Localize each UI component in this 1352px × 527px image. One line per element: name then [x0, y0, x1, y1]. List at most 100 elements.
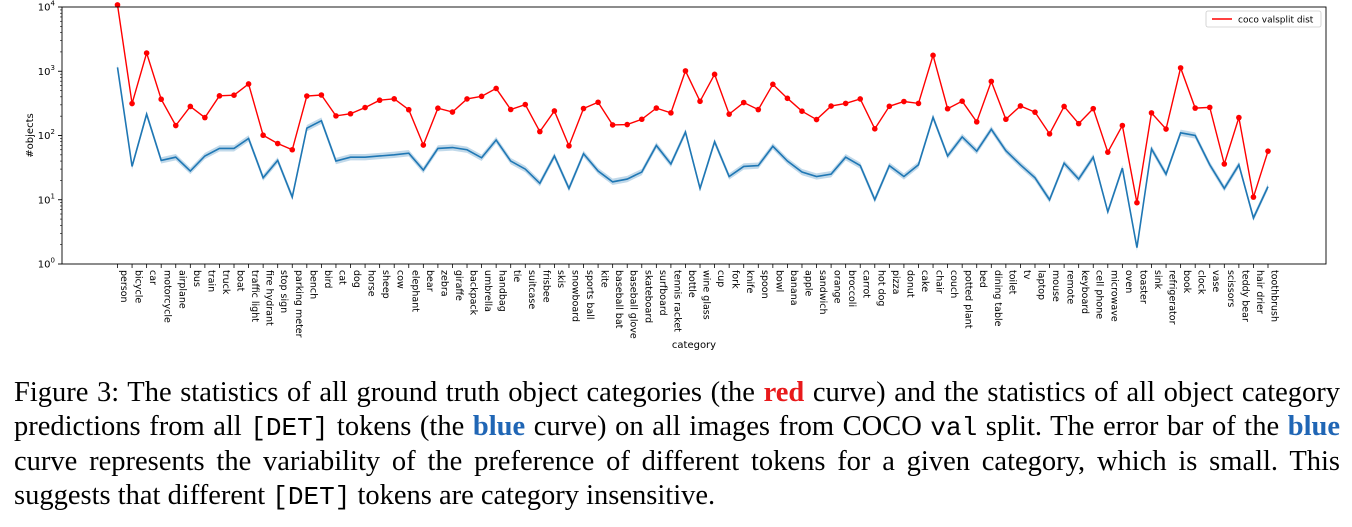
- blue-series-line: [116, 67, 1269, 248]
- x-tick-label: tie: [511, 270, 522, 282]
- x-tick-label: spoon: [759, 270, 770, 299]
- red-series-line: [116, 4, 1269, 203]
- x-tick-label: sports ball: [584, 270, 595, 320]
- red-data-point: [143, 50, 150, 56]
- x-tick-label: laptop: [1035, 270, 1046, 300]
- red-data-point: [449, 109, 456, 115]
- red-data-point: [274, 140, 281, 147]
- red-data-point: [245, 81, 252, 87]
- x-tick-label: cow: [395, 270, 406, 289]
- x-tick-label: backpack: [468, 270, 479, 316]
- x-tick-label: chair: [934, 270, 945, 294]
- x-tick-label: donut: [904, 270, 915, 298]
- y-tick-label: 104: [38, 0, 56, 14]
- x-tick-label: cake: [919, 270, 930, 292]
- x-axis-label: category: [672, 340, 716, 351]
- red-data-point: [478, 93, 485, 100]
- red-data-point: [1163, 126, 1169, 132]
- y-tick-label: 101: [38, 192, 55, 206]
- x-tick-label: boat: [235, 270, 246, 292]
- x-tick-label: toilet: [1006, 270, 1017, 295]
- x-tick-label: scissors: [1225, 270, 1236, 307]
- red-data-point: [347, 110, 354, 117]
- plot-frame: [61, 6, 1327, 265]
- red-data-point: [1192, 105, 1198, 111]
- red-data-point: [915, 100, 922, 107]
- red-data-point: [1090, 105, 1097, 112]
- x-tick-label: toothbrush: [1269, 270, 1280, 322]
- y-tick-label: 100: [38, 257, 55, 271]
- x-tick-label: remote: [1065, 270, 1076, 304]
- x-tick-label: dog: [351, 270, 362, 288]
- red-data-point: [668, 110, 674, 116]
- x-tick-label: hot dog: [875, 270, 886, 306]
- red-data-point: [886, 103, 893, 110]
- red-data-point: [1032, 109, 1038, 115]
- x-tick-label: vase: [1210, 270, 1221, 292]
- x-tick-label: tennis racket: [671, 270, 682, 332]
- red-data-point: [857, 96, 864, 102]
- red-data-point: [129, 100, 135, 107]
- red-data-point: [871, 126, 878, 132]
- x-tick-label: teddy bear: [1239, 270, 1250, 322]
- red-data-point: [1046, 131, 1053, 137]
- red-data-point: [1003, 116, 1009, 123]
- red-data-point: [595, 99, 601, 106]
- red-data-point: [1265, 148, 1271, 154]
- red-data-point: [988, 78, 995, 85]
- x-tick-label: bottle: [686, 270, 697, 298]
- red-data-point: [333, 113, 339, 119]
- x-tick-label: surfboard: [657, 270, 668, 316]
- chart: 100 101 102 103 104 person bicycle car motorcycl…: [25, 0, 1327, 351]
- red-data-point: [202, 114, 208, 121]
- red-data-point: [187, 103, 194, 110]
- red-data-point: [711, 71, 718, 78]
- x-tick-label: cup: [715, 270, 726, 287]
- x-tick-label: oven: [1123, 270, 1134, 293]
- x-tick-label: train: [205, 270, 216, 292]
- red-data-point: [799, 108, 805, 114]
- x-tick-label: banana: [788, 270, 799, 306]
- red-data-point: [1148, 110, 1155, 116]
- x-tick-label: truck: [220, 270, 231, 295]
- red-data-point: [959, 98, 965, 104]
- red-data-point: [609, 122, 616, 128]
- red-data-point: [770, 81, 776, 88]
- red-data-point: [231, 92, 237, 98]
- x-tick-label: bird: [322, 270, 333, 288]
- red-data-point: [551, 108, 558, 114]
- red-data-point: [172, 122, 179, 129]
- x-tick-label: bed: [977, 270, 988, 288]
- red-data-point: [726, 111, 732, 117]
- red-data-point: [1017, 103, 1024, 109]
- red-data-point: [216, 93, 223, 99]
- x-tick-label: clock: [1196, 270, 1207, 295]
- x-tick-label: bicycle: [133, 270, 144, 303]
- x-tick-label: person: [118, 270, 129, 303]
- x-tick-label: handbag: [497, 270, 508, 312]
- red-data-point: [901, 98, 907, 105]
- red-data-point: [1119, 122, 1126, 129]
- x-tick-label: sink: [1152, 270, 1163, 290]
- x-tick-label: motorcycle: [162, 270, 173, 323]
- x-tick-label: parking meter: [293, 270, 304, 338]
- red-data-point: [784, 95, 791, 102]
- x-tick-label: skateboard: [642, 270, 653, 323]
- x-tick-label: bowl: [773, 270, 784, 292]
- red-data-point: [362, 104, 368, 111]
- x-tick-label: baseball bat: [613, 270, 624, 329]
- x-tick-label: frisbee: [540, 270, 551, 303]
- x-tick-label: giraffe: [453, 270, 464, 301]
- x-tick-label: microwave: [1108, 270, 1119, 322]
- x-tick-label: refrigerator: [1167, 270, 1178, 325]
- red-data-point: [638, 116, 645, 123]
- x-tick-label: umbrella: [482, 270, 493, 312]
- legend-label: coco valsplit dist: [1238, 16, 1314, 26]
- red-data-point: [1236, 114, 1242, 121]
- x-tick-label: traffic light: [249, 270, 260, 322]
- red-data-point: [973, 119, 980, 125]
- red-data-point: [740, 99, 747, 106]
- x-tick-label: snowboard: [569, 270, 580, 322]
- y-tick-label: 103: [38, 64, 55, 78]
- x-tick-label: hair drier: [1254, 270, 1265, 314]
